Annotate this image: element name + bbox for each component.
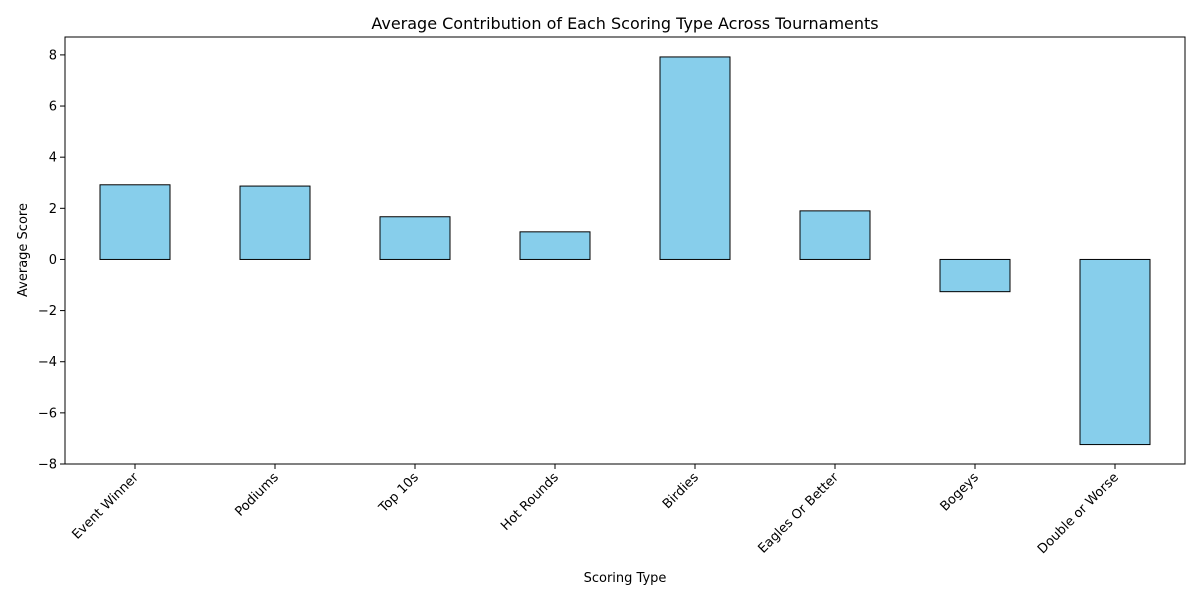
x-axis: Event Winner Podiums Top 10s Hot Rounds Bird… (69, 464, 1122, 557)
y-tick-label: −6 (38, 406, 57, 421)
bar-bogeys (939, 258, 1011, 293)
chart-title: Average Contribution of Each Scoring Typ… (371, 14, 878, 33)
bar-top-10s (379, 216, 451, 260)
x-tick-label: Bogeys (938, 470, 982, 514)
y-tick-label: −2 (38, 304, 57, 319)
bars-group (99, 56, 1151, 446)
y-axis: −8 −6 −4 −2 0 2 4 6 8 (38, 48, 65, 473)
bar-birdies (659, 56, 731, 260)
x-axis-label: Scoring Type (584, 571, 667, 586)
bar-podiums (239, 185, 311, 260)
y-tick-label: 2 (49, 202, 57, 217)
bar-hot-rounds (519, 231, 591, 260)
y-tick-label: 8 (49, 48, 57, 63)
x-tick-label: Hot Rounds (498, 470, 562, 534)
plot-frame (64, 36, 1186, 465)
y-tick-label: 4 (49, 151, 57, 166)
bar-event-winner (99, 184, 171, 260)
x-tick-label: Event Winner (69, 470, 142, 543)
bar-eagles-or-better (799, 210, 871, 260)
x-tick-label: Birdies (660, 470, 702, 512)
x-tick-label: Eagles Or Better (755, 470, 842, 557)
x-tick-label: Top 10s (376, 470, 422, 516)
y-tick-label: −4 (38, 355, 57, 370)
x-tick-label: Double or Worse (1035, 470, 1122, 557)
y-tick-label: −8 (38, 458, 57, 473)
y-tick-label: 0 (49, 253, 57, 268)
y-axis-label: Average Score (16, 203, 31, 297)
y-tick-label: 6 (49, 100, 57, 115)
bar-double-or-worse (1079, 258, 1151, 446)
x-tick-label: Podiums (232, 470, 282, 520)
